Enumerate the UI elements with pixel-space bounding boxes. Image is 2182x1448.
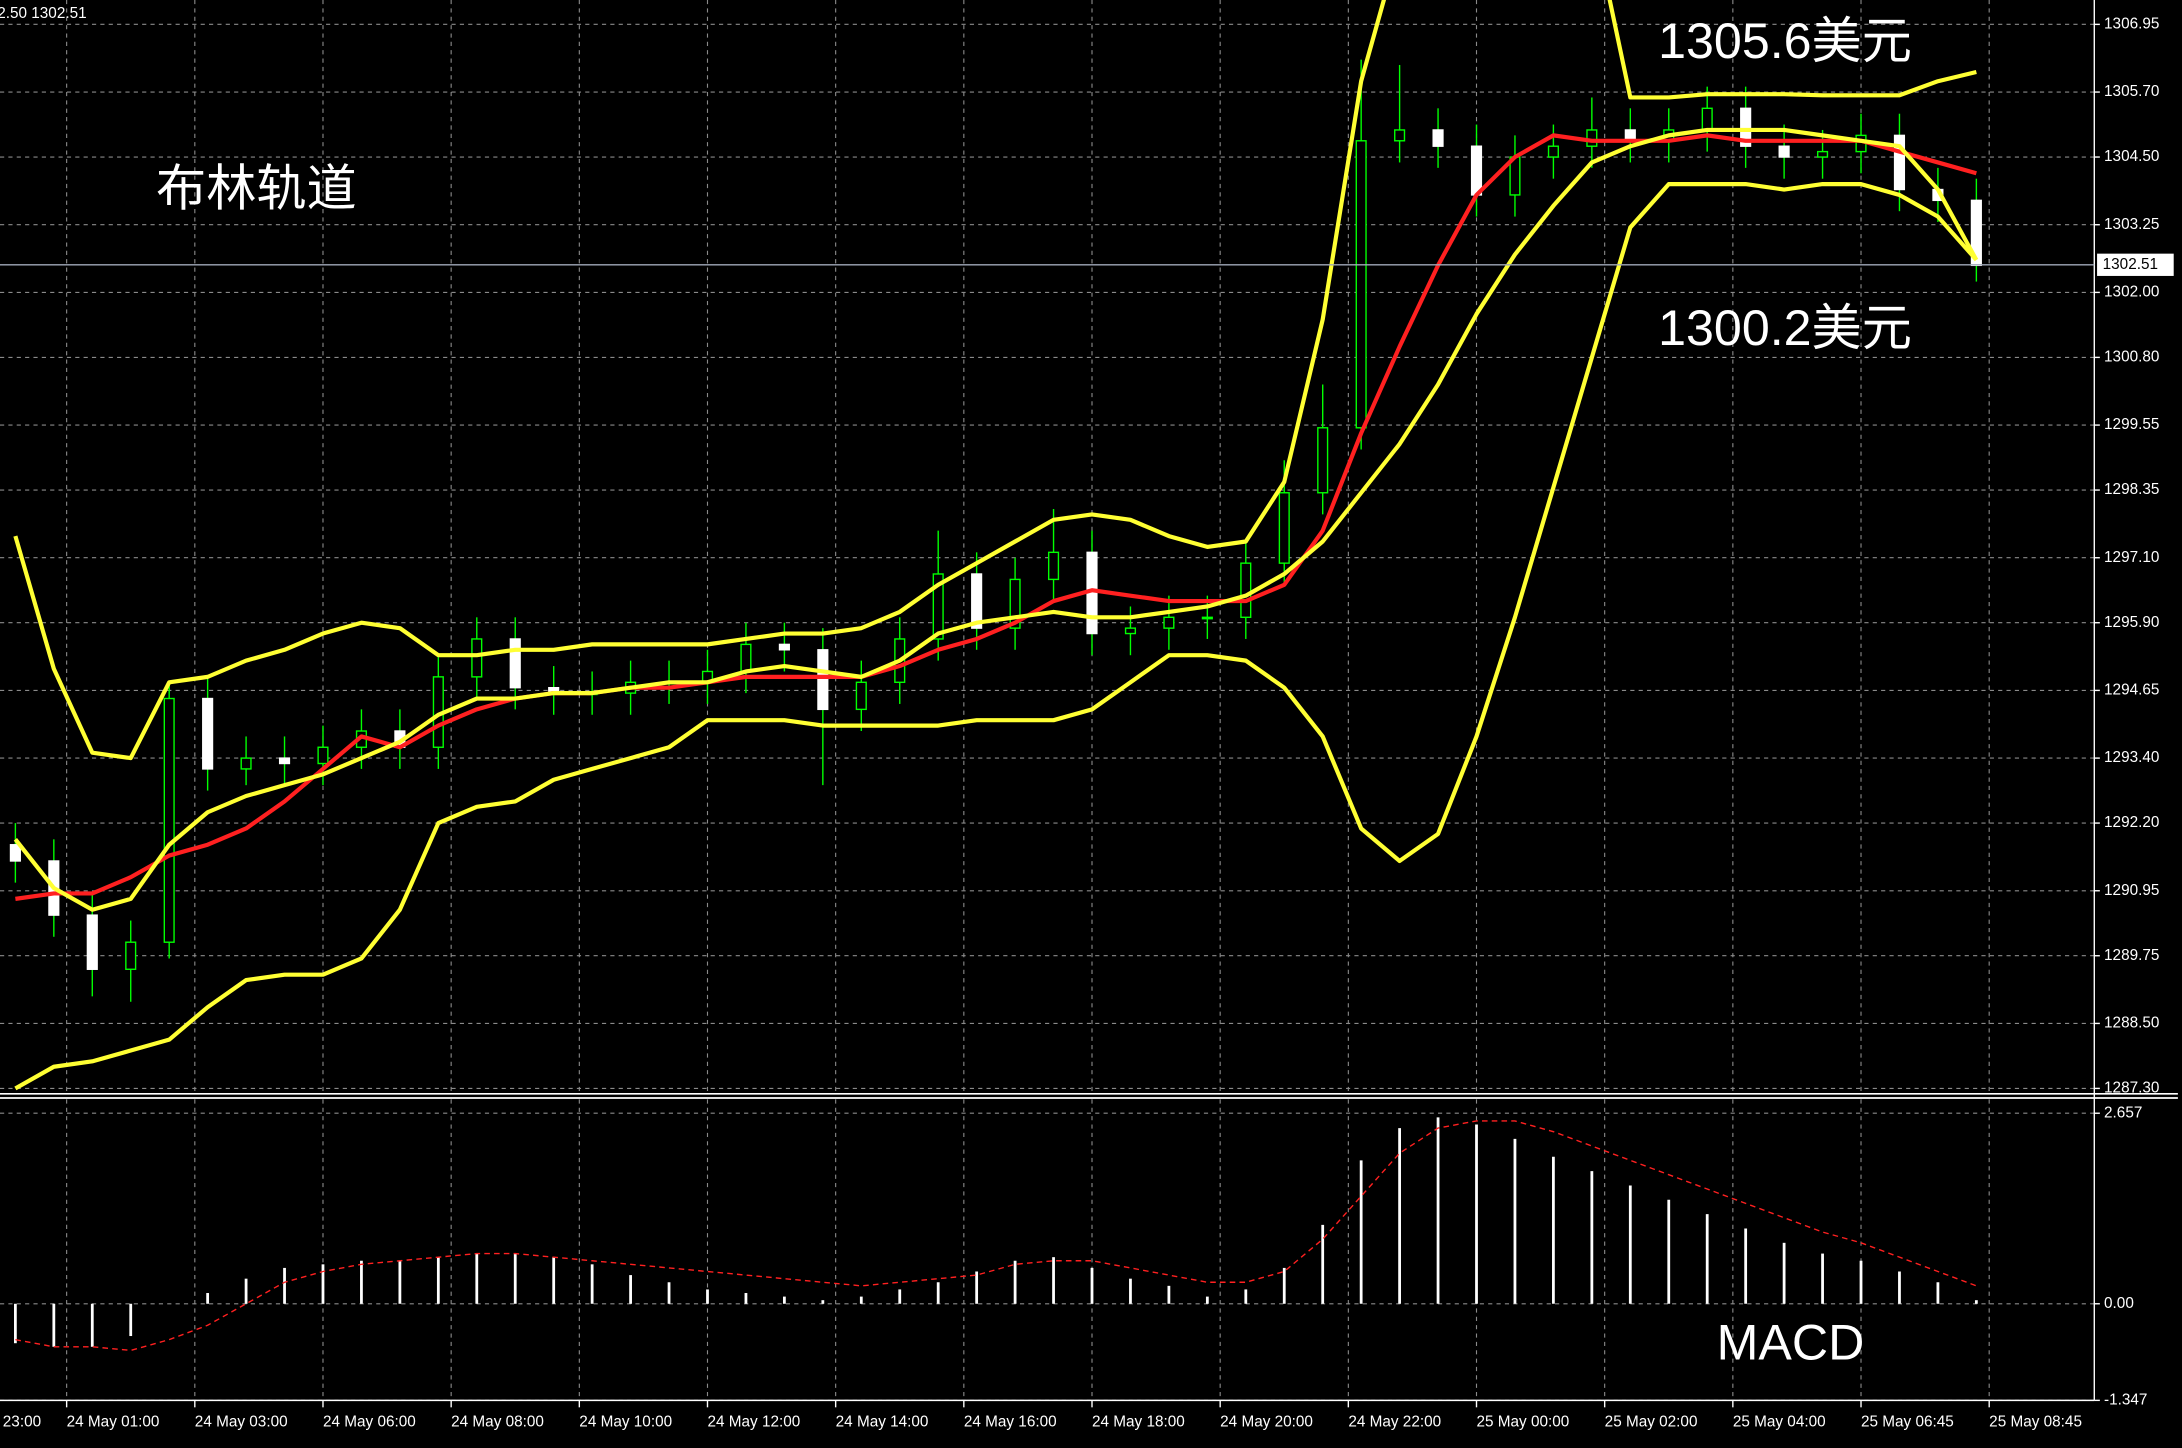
macd-label: MACD [1717, 1314, 1865, 1370]
candle-body [1240, 562, 1252, 619]
y-tick-label: 1297.10 [2104, 549, 2159, 566]
x-tick-label: 24 May 06:00 [323, 1414, 416, 1431]
candle-body [278, 757, 291, 765]
y-tick-label: 1304.50 [2104, 148, 2159, 165]
x-tick-label: 24 May 18:00 [1092, 1414, 1185, 1431]
candle-body [125, 941, 137, 970]
annotation: 布林轨道 [156, 161, 357, 217]
candle-body [1586, 129, 1598, 147]
candle-body [1893, 134, 1906, 191]
x-tick-label: 24 May 20:00 [1220, 1414, 1313, 1431]
price-tag [2097, 253, 2174, 276]
candle-body [1470, 145, 1483, 196]
x-tick-label: 24 May 01:00 [67, 1414, 160, 1431]
candle-body [1047, 551, 1060, 581]
y-tick-label: 1302.00 [2104, 283, 2159, 300]
candle-body [240, 757, 252, 770]
x-tick-label: 24 May 08:00 [451, 1414, 544, 1431]
y-tick-label: 1300.80 [2104, 348, 2159, 365]
macd-signal [15, 1120, 1977, 1352]
indicator-line [14, 182, 1978, 1091]
y-tick-label: 1290.95 [2104, 882, 2159, 899]
x-tick-label: 24 May 03:00 [195, 1414, 288, 1431]
candle-body [817, 649, 829, 711]
x-tick-label: 24 May 14:00 [836, 1414, 929, 1431]
candle-body [1009, 578, 1021, 629]
candle-body [1355, 140, 1367, 429]
candle-body [1317, 427, 1329, 494]
y-tick-label: 1289.75 [2104, 947, 2159, 964]
candle-body [855, 681, 867, 711]
y-tick-label: 1288.50 [2104, 1014, 2159, 1031]
candle-body [1740, 107, 1752, 147]
x-tick-label: 24 May 10:00 [579, 1414, 672, 1431]
candle-body [778, 643, 790, 651]
candle-body [971, 573, 983, 629]
y-tick-label: 1292.20 [2104, 814, 2159, 831]
y-tick-label: 1305.70 [2104, 83, 2159, 100]
x-tick-label: 25 May 08:45 [1989, 1414, 2082, 1431]
candle-body [1816, 150, 1829, 158]
candle-body [9, 844, 21, 862]
price-layer [9, 0, 1982, 1091]
y-tick-label: 0.00 [2104, 1295, 2134, 1312]
candle-body [202, 697, 214, 770]
candle-body [740, 643, 752, 673]
y-tick-label: 1299.55 [2104, 416, 2159, 433]
candle-body [317, 746, 329, 765]
y-tick-label: 1303.25 [2104, 216, 2159, 233]
candle-body [932, 573, 944, 640]
candle-body [1278, 492, 1290, 564]
candle-body [1201, 616, 1213, 620]
annotation: 1305.6美元 [1658, 13, 1912, 69]
annotation: 1300.2美元 [1658, 300, 1912, 356]
y-tick-label: 1293.40 [2104, 749, 2159, 766]
y-tick-label: 1295.90 [2104, 614, 2159, 631]
candle-body [1394, 129, 1406, 142]
candle-body [86, 914, 98, 970]
x-tick-label: 24 May 22:00 [1348, 1414, 1441, 1431]
indicator-line [13, 127, 1979, 912]
candle-body [1163, 616, 1175, 629]
y-tick-label: -1.347 [2104, 1391, 2147, 1408]
candle-body [163, 697, 175, 943]
x-tick-label: 25 May 02:00 [1605, 1414, 1698, 1431]
header: 2.50 1302.51 [0, 5, 87, 22]
y-tick-label: 1294.65 [2104, 681, 2159, 698]
x-tick-label: 24 May 12:00 [707, 1414, 800, 1431]
candle-body [1432, 129, 1444, 147]
candle-body [471, 638, 483, 678]
x-tick-label: 23:00 [3, 1414, 41, 1431]
x-tick-label: 25 May 04:00 [1733, 1414, 1826, 1431]
x-tick-label: 25 May 00:00 [1477, 1414, 1570, 1431]
x-tick-label: 24 May 16:00 [964, 1414, 1057, 1431]
candle-body [1124, 627, 1137, 635]
candle-body [1701, 107, 1713, 131]
candle-body [1547, 145, 1559, 158]
candle-body [509, 638, 521, 689]
indicator-line [13, 0, 1977, 761]
x-tick-label: 25 May 06:45 [1861, 1414, 1954, 1431]
price-tag-label: 1302.51 [2103, 256, 2158, 273]
y-tick-label: 1287.30 [2104, 1079, 2159, 1096]
candle-body [1778, 145, 1790, 158]
y-tick-label: 2.657 [2104, 1104, 2142, 1121]
y-tick-label: 1306.95 [2104, 15, 2159, 32]
y-tick-label: 1298.35 [2104, 481, 2159, 498]
